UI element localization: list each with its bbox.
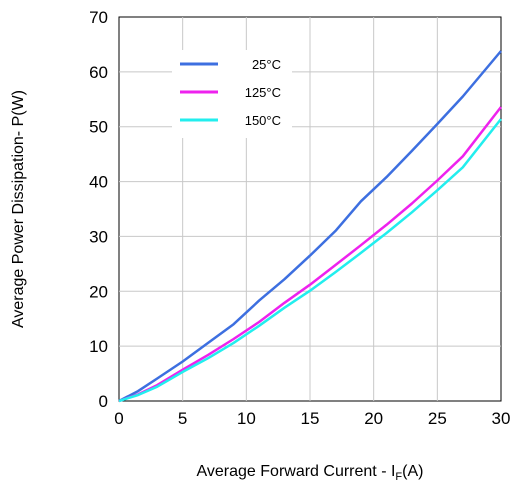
y-tick-label: 10 xyxy=(89,337,108,356)
x-tick-label: 25 xyxy=(428,409,447,428)
y-tick-label: 50 xyxy=(89,118,108,137)
y-tick-label: 40 xyxy=(89,173,108,192)
y-axis-title: Average Power Dissipation- P(W) xyxy=(10,90,27,328)
tick-labels: 0 5 10 15 20 25 30 0 10 20 30 40 50 60 70 xyxy=(89,8,510,428)
x-tick-label: 5 xyxy=(178,409,187,428)
x-tick-label: 10 xyxy=(237,409,256,428)
legend: 25°C 125°C 150°C xyxy=(172,50,292,138)
x-axis-title: Average Forward Current - IF(A) xyxy=(197,463,424,483)
x-tick-label: 20 xyxy=(364,409,383,428)
x-axis-title-main: Average Forward Current - I xyxy=(197,463,396,480)
legend-label-1: 125°C xyxy=(245,85,281,100)
x-tick-label: 30 xyxy=(492,409,511,428)
x-axis-title-unit: (A) xyxy=(402,463,423,480)
x-tick-label: 0 xyxy=(114,409,123,428)
y-tick-label: 20 xyxy=(89,282,108,301)
y-tick-label: 0 xyxy=(99,392,108,411)
y-tick-label: 30 xyxy=(89,227,108,246)
x-axis-title-subscript: F xyxy=(395,471,402,483)
legend-label-0: 25°C xyxy=(252,57,281,72)
series-line-1 xyxy=(118,106,502,403)
x-tick-label: 15 xyxy=(301,409,320,428)
series-line-2 xyxy=(118,118,502,403)
series-line-0 xyxy=(118,50,502,403)
series-layer xyxy=(118,50,502,403)
legend-label-2: 150°C xyxy=(245,113,281,128)
y-tick-label: 70 xyxy=(89,8,108,27)
y-tick-label: 60 xyxy=(89,63,108,82)
